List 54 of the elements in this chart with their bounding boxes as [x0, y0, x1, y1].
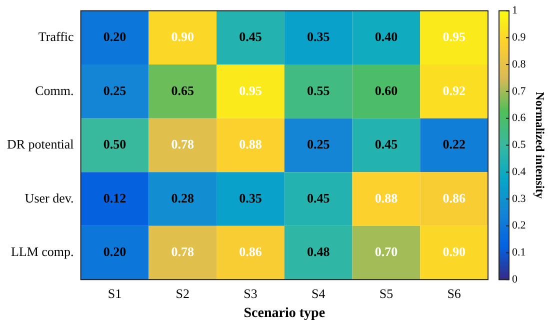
- x-tick-label: S5: [379, 286, 394, 301]
- data-label: 0.50: [103, 136, 126, 152]
- data-label: 0.35: [239, 190, 262, 206]
- y-tick-label: Traffic: [38, 29, 74, 44]
- color-bar-label: 0.9: [512, 32, 526, 44]
- data-label: 0.90: [171, 29, 194, 44]
- x-tick-label: S1: [108, 286, 122, 301]
- data-label: 0.40: [374, 29, 398, 44]
- data-label: 0.28: [171, 190, 194, 206]
- color-bar-label: 0.1: [512, 246, 526, 259]
- color-bar-title: Normalized intensity: [532, 92, 547, 199]
- color-bar-label: 0.4: [512, 166, 526, 178]
- x-tick-label: S3: [244, 286, 258, 301]
- data-label: 0.35: [306, 29, 330, 44]
- color-bar-label: 0.6: [512, 112, 526, 124]
- y-tick-label: DR potential: [7, 136, 74, 152]
- data-label: 0.86: [239, 244, 262, 260]
- x-tick-label: S4: [311, 286, 326, 301]
- data-label: 0.25: [306, 136, 330, 152]
- data-label: 0.20: [103, 244, 126, 260]
- color-bar-label: 0.2: [512, 220, 526, 232]
- data-label: 0.70: [374, 244, 398, 260]
- data-label: 0.45: [306, 190, 330, 206]
- color-bar-label: 0.8: [512, 58, 526, 70]
- data-label: 0.45: [239, 29, 262, 44]
- data-label: 0.20: [103, 29, 126, 44]
- data-label: 0.12: [103, 190, 126, 206]
- y-tick-label: LLM comp.: [10, 244, 74, 260]
- data-label: 0.88: [374, 190, 398, 206]
- data-label: 0.95: [239, 82, 262, 98]
- data-label: 0.92: [442, 82, 466, 98]
- data-label: 0.55: [306, 82, 330, 98]
- data-label: 0.86: [442, 190, 466, 206]
- x-axis-title: Scenario type: [244, 306, 326, 322]
- data-label: 0.25: [103, 82, 127, 98]
- color-bar-label: 1: [512, 4, 518, 17]
- data-label: 0.78: [171, 136, 194, 152]
- color-bar-label: 0: [512, 273, 518, 286]
- data-label: 0.22: [442, 136, 466, 152]
- data-label: 0.65: [171, 82, 194, 98]
- data-label: 0.88: [239, 136, 262, 152]
- data-label: 0.90: [442, 244, 466, 260]
- data-label: 0.45: [374, 136, 398, 152]
- color-bar-label: 0.3: [512, 192, 526, 205]
- data-label: 0.48: [306, 244, 330, 260]
- y-tick-label: Comm.: [35, 82, 74, 98]
- x-tick-label: S6: [447, 286, 462, 301]
- color-bar-label: 0.7: [512, 85, 526, 98]
- y-tick-label: User dev.: [24, 190, 74, 206]
- data-label: 0.95: [442, 29, 466, 44]
- x-tick-label: S2: [176, 286, 190, 301]
- data-label: 0.78: [171, 244, 194, 260]
- data-label: 0.60: [374, 82, 398, 98]
- color-bar-label: 0.5: [512, 139, 526, 152]
